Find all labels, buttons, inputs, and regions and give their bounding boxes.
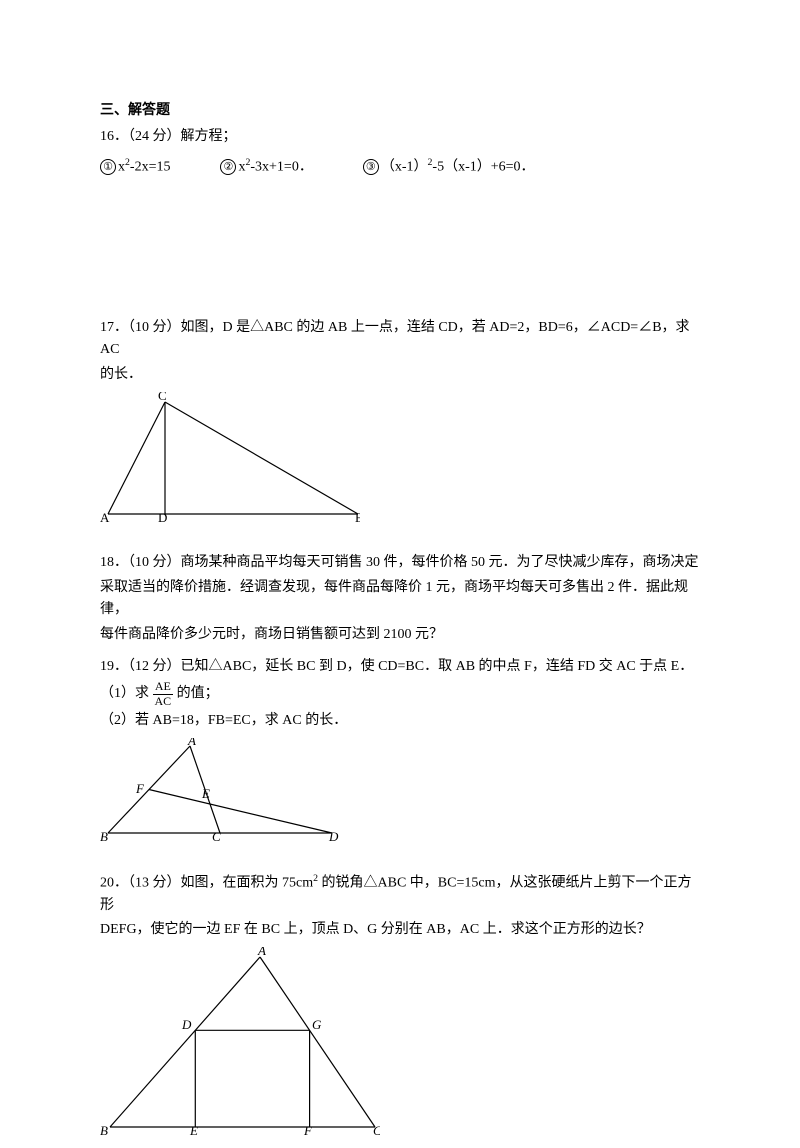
problem-16: 16．（24 分）解方程； ① x2-2x=15 ② x2-3x+1=0． ③ … [100, 126, 700, 178]
q19-figure: A B C D E F [100, 738, 700, 854]
q18-line1: 18．（10 分）商场某种商品平均每天可销售 30 件，每件价格 50 元．为了… [100, 552, 700, 574]
q17-line1: 17．（10 分）如图，D 是△ABC 的边 AB 上一点，连结 CD，若 AD… [100, 317, 700, 362]
q19-part2: （2）若 AB=18，FB=EC，求 AC 的长． [100, 710, 700, 732]
q20-line2: DEFG，使它的一边 EF 在 BC 上，顶点 D、G 分别在 AB，AC 上．… [100, 919, 700, 941]
q19-part1-after: 的值； [177, 686, 219, 701]
svg-text:C: C [158, 392, 167, 403]
q19-fraction: AE AC [153, 680, 174, 707]
q20-line1: 20．（13 分）如图，在面积为 75cm2 的锐角△ABC 中，BC=15cm… [100, 871, 700, 917]
svg-text:E: E [189, 1123, 198, 1138]
q17-figure: A B C D [100, 392, 700, 532]
q20-line1-before: 20．（13 分）如图，在面积为 75cm [100, 875, 313, 890]
q16-equations: ① x2-2x=15 ② x2-3x+1=0． ③ （x-1）2-5（x-1）+… [100, 155, 700, 179]
problem-18: 18．（10 分）商场某种商品平均每天可销售 30 件，每件价格 50 元．为了… [100, 552, 700, 646]
svg-text:A: A [100, 510, 110, 524]
q19-frac-num: AE [153, 680, 174, 694]
q18-line3: 每件商品降价多少元时，商场日销售额可达到 2100 元？ [100, 624, 700, 646]
q16-eq1-label: ① [100, 159, 116, 175]
problem-20: 20．（13 分）如图，在面积为 75cm2 的锐角△ABC 中，BC=15cm… [100, 871, 700, 1148]
q17-line2: 的长． [100, 364, 700, 386]
q20-figure: A B C D E F G [100, 947, 700, 1147]
problem-17: 17．（10 分）如图，D 是△ABC 的边 AB 上一点，连结 CD，若 AD… [100, 317, 700, 533]
svg-text:C: C [373, 1123, 380, 1138]
q16-eq2: ② x2-3x+1=0． [220, 155, 312, 179]
svg-text:D: D [328, 829, 339, 844]
q16-eq3: ③ （x-1）2-5（x-1）+6=0． [363, 155, 535, 179]
svg-text:D: D [181, 1017, 192, 1032]
q19-part1: （1）求 AE AC 的值； [100, 680, 700, 707]
q16-eq1-text: x2-2x=15 [118, 155, 170, 179]
q19-line1: 19．（12 分）已知△ABC，延长 BC 到 D，使 CD=BC．取 AB 的… [100, 656, 700, 678]
problem-19: 19．（12 分）已知△ABC，延长 BC 到 D，使 CD=BC．取 AB 的… [100, 656, 700, 855]
svg-text:E: E [201, 786, 210, 801]
svg-text:C: C [212, 829, 221, 844]
q16-eq3-text: （x-1）2-5（x-1）+6=0． [381, 155, 535, 179]
svg-text:B: B [355, 510, 360, 524]
svg-text:A: A [187, 738, 196, 748]
svg-text:D: D [158, 510, 167, 524]
q19-frac-den: AC [153, 695, 174, 708]
section-title: 三、解答题 [100, 100, 700, 122]
q16-eq2-label: ② [220, 159, 236, 175]
svg-text:B: B [100, 1123, 108, 1138]
q16-header: 16．（24 分）解方程； [100, 126, 700, 148]
q16-eq1: ① x2-2x=15 [100, 155, 170, 179]
svg-text:F: F [303, 1123, 313, 1138]
svg-text:F: F [135, 781, 145, 796]
q19-part1-before: （1）求 [100, 686, 149, 701]
svg-text:G: G [312, 1017, 322, 1032]
svg-text:B: B [100, 829, 108, 844]
svg-text:A: A [257, 947, 266, 958]
q16-eq3-label: ③ [363, 159, 379, 175]
q18-line2: 采取适当的降价措施．经调查发现，每件商品每降价 1 元，商场平均每天可多售出 2… [100, 577, 700, 622]
q16-eq2-text: x2-3x+1=0． [238, 155, 312, 179]
